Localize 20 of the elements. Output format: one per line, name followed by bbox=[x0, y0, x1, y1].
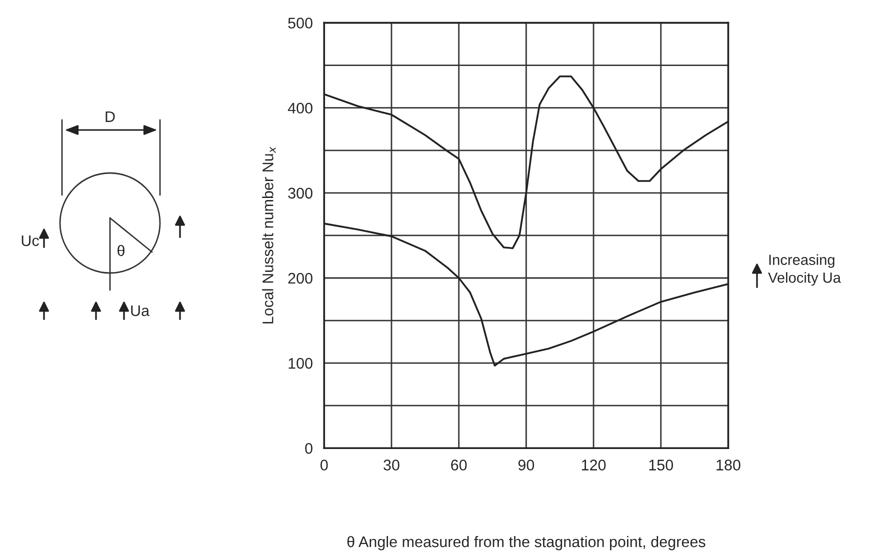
y-tick-label: 100 bbox=[288, 358, 312, 369]
x-tick-label: 150 bbox=[649, 460, 674, 470]
text: θ bbox=[118, 244, 124, 256]
y-tick-label: 400 bbox=[288, 102, 312, 114]
text: Ua bbox=[131, 305, 150, 316]
text: D bbox=[106, 111, 115, 122]
x-tick-label: 120 bbox=[582, 460, 606, 470]
y-tick-label: 0 bbox=[305, 443, 312, 454]
y-tick-label: 200 bbox=[288, 272, 312, 284]
x-tick-label: 0 bbox=[320, 460, 328, 470]
x-tick-label: 90 bbox=[518, 460, 534, 470]
text: Increasing Velocity Ua bbox=[768, 254, 841, 286]
x-axis-title: θ Angle measured from the stagnation point, degrees bbox=[347, 536, 706, 550]
y-tick-label: 500 bbox=[288, 18, 312, 28]
x-tick-label: 60 bbox=[451, 460, 467, 470]
y-axis-title: Local Nusselt number Nu$_{x}$ bbox=[262, 146, 276, 324]
x-tick-label: 180 bbox=[716, 460, 740, 470]
x-tick-label: 30 bbox=[384, 460, 400, 470]
y-tick-label: 300 bbox=[288, 188, 312, 199]
text: Uc bbox=[22, 235, 39, 246]
